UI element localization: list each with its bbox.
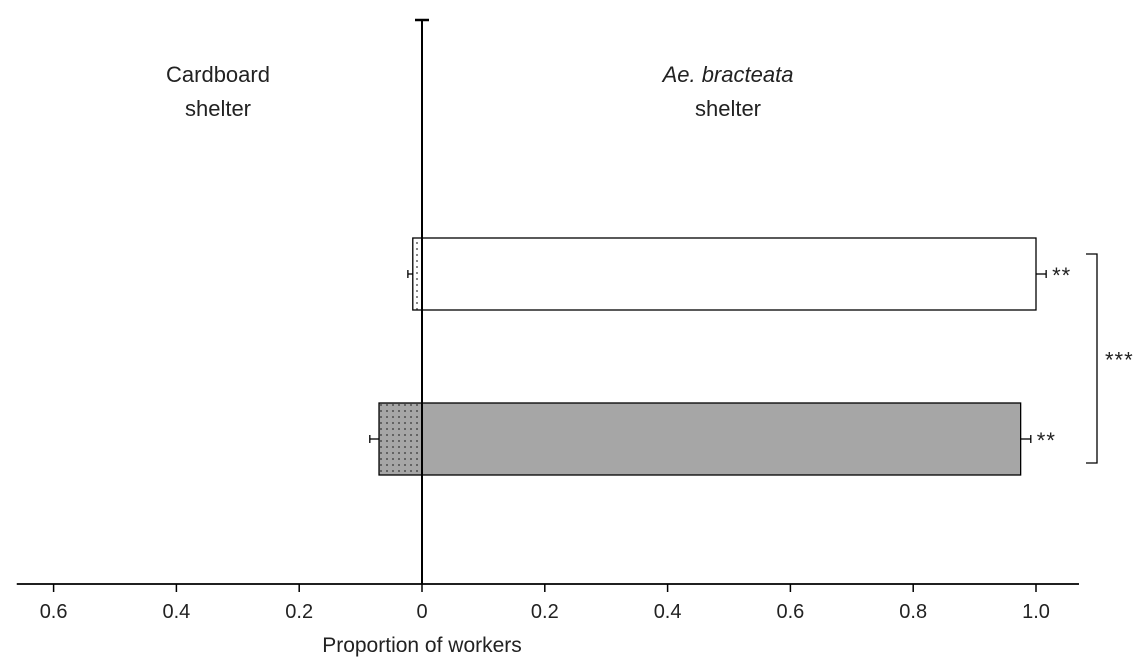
comparison-significance-label: *** (1105, 348, 1134, 373)
significance-label-2: ** (1037, 428, 1056, 453)
x-tick-label-8: 0.8 (899, 601, 927, 623)
x-axis-title: Proportion of workers (322, 634, 522, 657)
x-tick-label-6: 0.4 (654, 601, 682, 623)
x-tick-label-2: 0.4 (162, 601, 190, 623)
left-group-label-line1: Cardboard (166, 62, 270, 87)
right-group-label-line1: Ae. bracteata (661, 62, 794, 87)
x-tick-label-5: 0.2 (531, 601, 559, 623)
x-tick-label-1: 0.6 (40, 601, 68, 623)
bar-left-pattern-1 (413, 238, 422, 310)
x-tick-label-9: 1.0 (1022, 601, 1050, 623)
x-tick-label-3: 0.2 (285, 601, 313, 623)
comparison-bracket (1086, 254, 1097, 463)
bar-right-2 (422, 403, 1021, 475)
significance-label-1: ** (1052, 263, 1071, 288)
x-tick-label-7: 0.6 (776, 601, 804, 623)
right-group-label-line2: shelter (695, 96, 761, 121)
bar-right-1 (422, 238, 1036, 310)
bar-left-pattern-2 (379, 403, 422, 475)
x-tick-label-4: 0 (416, 601, 427, 623)
left-group-label-line2: shelter (185, 96, 251, 121)
